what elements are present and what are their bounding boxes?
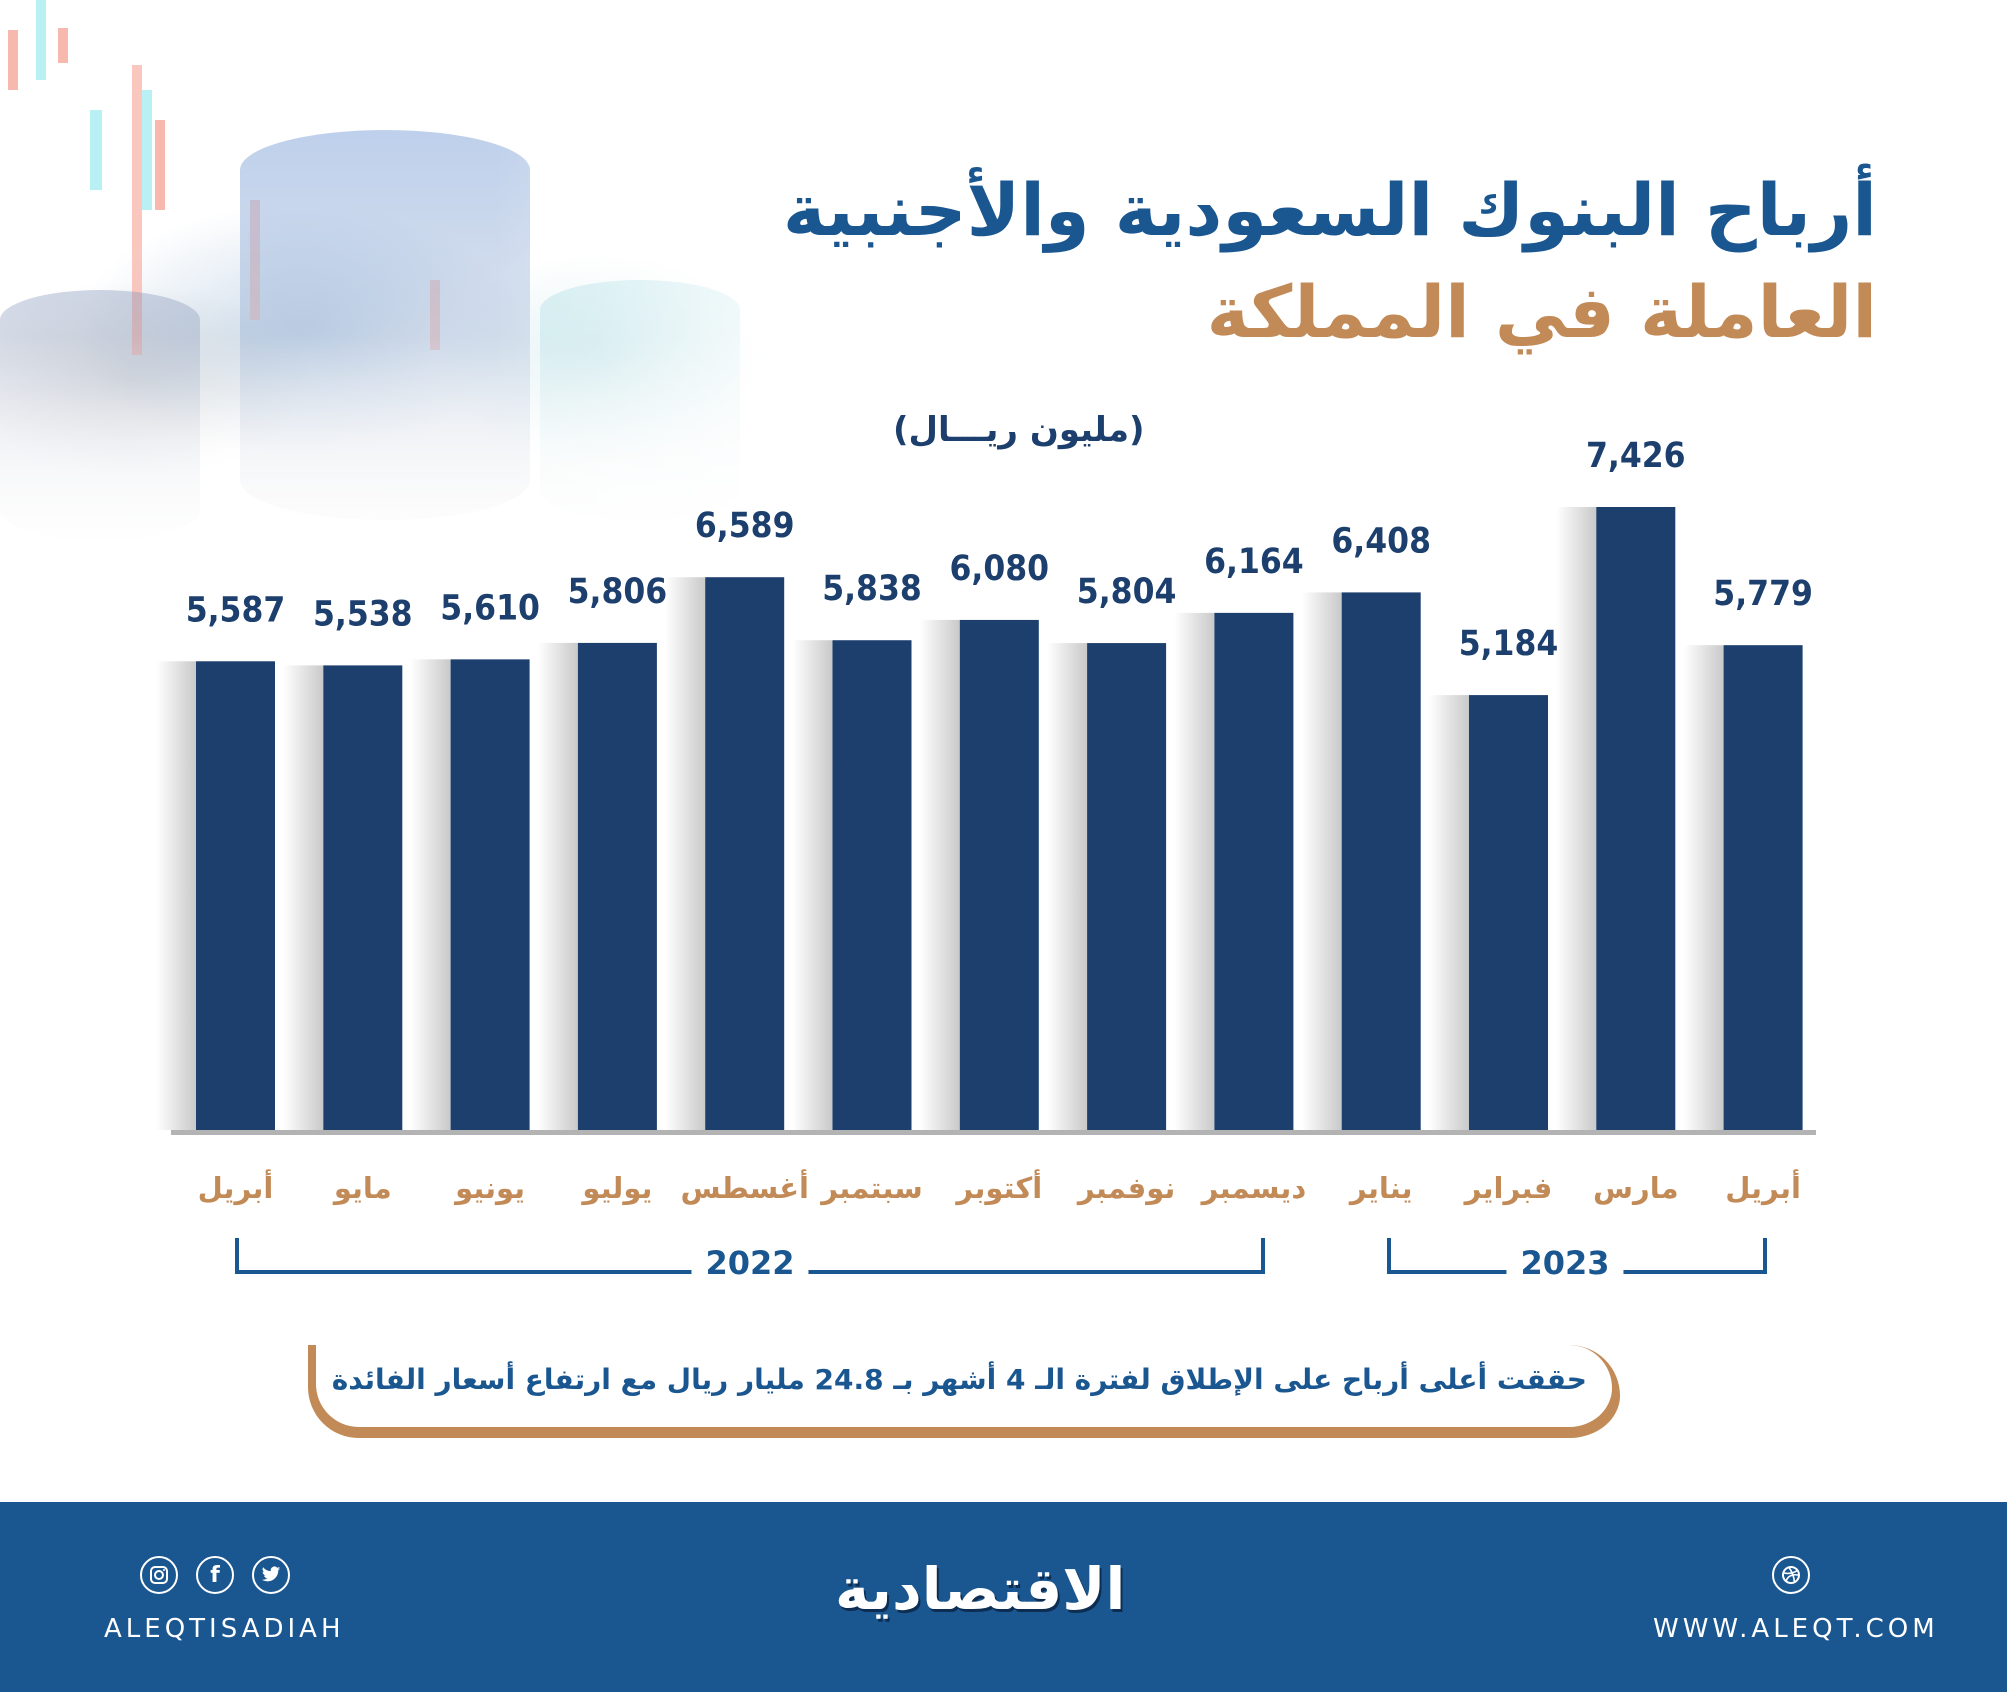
hero-background-image bbox=[0, 0, 900, 560]
bracket-tick bbox=[1763, 1238, 1767, 1274]
bar-shadow bbox=[792, 640, 833, 1130]
year-label-2023: 2023 bbox=[1506, 1244, 1624, 1282]
bracket-tick bbox=[1387, 1238, 1391, 1274]
value-label: 5,538 bbox=[313, 594, 413, 634]
category-labels-group: أبريل مايو يونيو يوليو أغسطس سبتمبر أكتوبر نوفم… bbox=[198, 1169, 1801, 1205]
bar-shadow bbox=[1683, 645, 1724, 1130]
category-label: يوليو bbox=[580, 1171, 652, 1205]
value-labels-group: 5,587 5,538 5,610 5,806 6,589 5,838 6,080 5,804… bbox=[186, 436, 1813, 664]
chart-baseline bbox=[171, 1130, 1816, 1135]
note-pill bbox=[316, 1345, 1612, 1427]
website-url[interactable]: WWW.ALEQT.COM bbox=[1653, 1614, 1939, 1644]
footer-bar bbox=[0, 1502, 2007, 1692]
instagram-icon[interactable] bbox=[140, 1556, 178, 1594]
bar bbox=[196, 661, 275, 1130]
value-label: 5,804 bbox=[1077, 572, 1177, 612]
bar bbox=[1214, 612, 1294, 1130]
bar-shadow bbox=[283, 665, 324, 1130]
category-label: مايو bbox=[332, 1171, 392, 1205]
value-label: 5,587 bbox=[186, 590, 286, 630]
category-label: مارس bbox=[1593, 1171, 1679, 1205]
value-label: 5,184 bbox=[1459, 624, 1559, 664]
value-label: 6,080 bbox=[949, 549, 1049, 589]
bar bbox=[1596, 507, 1676, 1130]
bar-shadow bbox=[1047, 643, 1088, 1130]
category-label: فبراير bbox=[1463, 1171, 1553, 1205]
bar-shadow bbox=[665, 577, 706, 1130]
value-label: 7,426 bbox=[1586, 436, 1686, 476]
bar-shadow bbox=[156, 661, 196, 1130]
unit-label: (مليون ريـــال) bbox=[893, 410, 1145, 450]
bar bbox=[705, 577, 785, 1130]
chart-title-line2: العاملة في المملكة bbox=[1206, 270, 1877, 354]
facebook-icon[interactable]: f bbox=[196, 1556, 234, 1594]
bracket-tick bbox=[1261, 1238, 1265, 1274]
bar bbox=[959, 619, 1039, 1130]
bar-shadow bbox=[1556, 507, 1597, 1130]
bar-shadow bbox=[537, 642, 578, 1130]
bracket-tick bbox=[235, 1238, 239, 1274]
category-label: ديسمبر bbox=[1200, 1171, 1307, 1205]
year-label-2022: 2022 bbox=[691, 1244, 809, 1282]
bars-group bbox=[156, 507, 1803, 1130]
bar bbox=[832, 640, 912, 1130]
value-label: 5,610 bbox=[440, 588, 540, 628]
value-label: 5,779 bbox=[1713, 574, 1813, 614]
chart-title-line1: أرباح البنوك السعودية والأجنبية bbox=[782, 168, 1877, 252]
bar-shadow bbox=[410, 659, 451, 1130]
bar bbox=[1723, 645, 1803, 1130]
bar bbox=[1087, 643, 1167, 1130]
note-text: حققت أعلى أرباح على الإطلاق لفترة الـ 4 … bbox=[331, 1363, 1587, 1396]
category-label: نوفمبر bbox=[1076, 1171, 1175, 1205]
category-label: يونيو bbox=[453, 1171, 525, 1205]
value-label: 5,838 bbox=[822, 569, 922, 609]
category-label: أكتوبر bbox=[954, 1169, 1042, 1205]
fade-overlay bbox=[0, 0, 900, 560]
value-label: 6,408 bbox=[1331, 521, 1431, 561]
twitter-icon[interactable] bbox=[252, 1556, 290, 1594]
category-label: سبتمبر bbox=[819, 1171, 923, 1205]
bar bbox=[450, 659, 530, 1130]
category-label: يناير bbox=[1348, 1171, 1413, 1205]
category-label: أبريل bbox=[1725, 1169, 1801, 1205]
bar bbox=[323, 665, 403, 1130]
value-label: 6,164 bbox=[1204, 542, 1304, 582]
bar-shadow bbox=[919, 619, 960, 1130]
bar bbox=[1341, 592, 1421, 1130]
bar-shadow bbox=[1174, 612, 1215, 1130]
category-label: أبريل bbox=[198, 1169, 274, 1205]
value-label: 5,806 bbox=[568, 572, 668, 612]
bar bbox=[1469, 695, 1548, 1130]
bar-shadow bbox=[1429, 695, 1469, 1130]
bar bbox=[577, 642, 657, 1130]
dribbble-icon[interactable] bbox=[1772, 1556, 1810, 1594]
bar-chart: 5,587 5,538 5,610 5,806 6,589 5,838 6,080 5,804… bbox=[156, 436, 1816, 1205]
value-label: 6,589 bbox=[695, 506, 795, 546]
social-handle: ALEQTISADIAH bbox=[104, 1614, 345, 1644]
brand-logo: الاقتصادية bbox=[835, 1555, 1126, 1623]
category-label: أغسطس bbox=[680, 1169, 809, 1205]
bar-shadow bbox=[1301, 592, 1342, 1130]
